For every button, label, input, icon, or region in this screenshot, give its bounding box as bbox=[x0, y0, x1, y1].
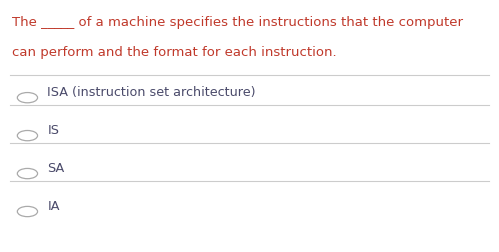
Text: SA: SA bbox=[47, 161, 65, 174]
Text: IS: IS bbox=[47, 123, 59, 136]
Text: The _____ of a machine specifies the instructions that the computer: The _____ of a machine specifies the ins… bbox=[12, 16, 464, 29]
Text: ISA (instruction set architecture): ISA (instruction set architecture) bbox=[47, 86, 256, 99]
Text: can perform and the format for each instruction.: can perform and the format for each inst… bbox=[12, 45, 337, 58]
Text: IA: IA bbox=[47, 199, 60, 212]
